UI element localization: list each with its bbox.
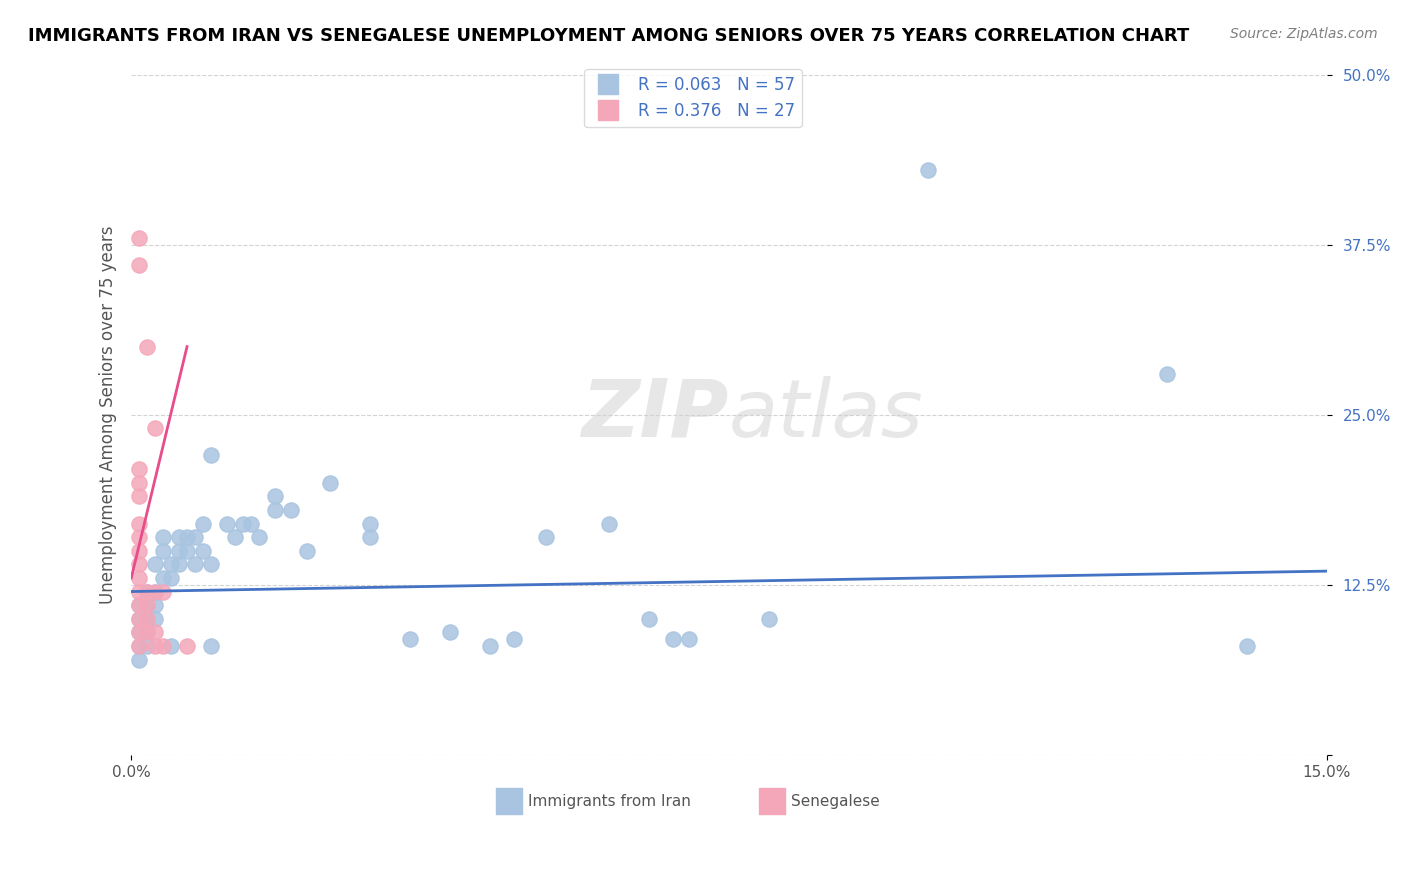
Point (128, 625, 150, 640)
Point (128, 543, 150, 558)
Point (136, 612, 159, 626)
Text: IMMIGRANTS FROM IRAN VS SENEGALESE UNEMPLOYMENT AMONG SENIORS OVER 75 YEARS CORR: IMMIGRANTS FROM IRAN VS SENEGALESE UNEMP… (28, 27, 1189, 45)
Point (128, 639, 150, 653)
Point (128, 625, 150, 640)
Point (678, 632, 700, 647)
Point (478, 639, 501, 653)
Point (167, 543, 190, 558)
Point (399, 632, 422, 647)
Text: Source: ZipAtlas.com: Source: ZipAtlas.com (1230, 27, 1378, 41)
Bar (496, 789, 522, 814)
Point (128, 231, 150, 245)
Point (200, 449, 222, 463)
Point (176, 530, 198, 544)
Point (136, 598, 159, 612)
Point (758, 612, 780, 626)
Point (359, 516, 381, 531)
Point (136, 340, 159, 354)
Point (128, 516, 150, 531)
Point (143, 584, 166, 599)
Point (136, 584, 159, 599)
Point (143, 612, 166, 626)
Point (191, 516, 214, 531)
Text: atlas: atlas (728, 376, 924, 454)
Point (200, 639, 222, 653)
Point (662, 632, 685, 647)
Point (295, 543, 318, 558)
Point (128, 475, 150, 490)
Point (176, 543, 198, 558)
Point (128, 612, 150, 626)
Point (359, 530, 381, 544)
Point (128, 462, 150, 476)
Point (176, 639, 198, 653)
Point (167, 530, 190, 544)
Point (160, 639, 183, 653)
Legend: R = 0.063   N = 57, R = 0.376   N = 27: R = 0.063 N = 57, R = 0.376 N = 27 (585, 70, 801, 127)
Bar (759, 789, 785, 814)
Point (263, 503, 285, 517)
Point (143, 598, 166, 612)
Y-axis label: Unemployment Among Seniors over 75 years: Unemployment Among Seniors over 75 years (100, 226, 117, 604)
Point (152, 530, 174, 544)
Point (917, 162, 939, 177)
Point (184, 558, 207, 572)
Point (143, 421, 166, 435)
Point (128, 489, 150, 503)
Point (152, 584, 174, 599)
Point (160, 571, 183, 585)
Point (136, 625, 159, 640)
Point (319, 475, 342, 490)
Point (232, 516, 254, 531)
Point (598, 516, 620, 531)
Point (1236, 639, 1258, 653)
Point (239, 516, 262, 531)
Point (128, 530, 150, 544)
Text: Senegalese: Senegalese (792, 794, 880, 808)
Point (128, 612, 150, 626)
Point (263, 489, 285, 503)
Point (215, 516, 238, 531)
Point (152, 639, 174, 653)
Point (128, 258, 150, 272)
Point (143, 558, 166, 572)
Point (128, 652, 150, 666)
Point (200, 558, 222, 572)
Text: ZIP: ZIP (582, 376, 728, 454)
Point (280, 503, 302, 517)
Point (128, 584, 150, 599)
Point (128, 639, 150, 653)
Point (128, 558, 150, 572)
Point (191, 543, 214, 558)
Point (152, 571, 174, 585)
Point (143, 584, 166, 599)
Point (167, 558, 190, 572)
Point (136, 612, 159, 626)
Point (143, 625, 166, 640)
Point (136, 625, 159, 640)
Point (136, 598, 159, 612)
Point (184, 530, 207, 544)
Point (534, 530, 557, 544)
Text: Immigrants from Iran: Immigrants from Iran (529, 794, 690, 808)
Point (128, 598, 150, 612)
Point (128, 571, 150, 585)
Point (502, 632, 524, 647)
Point (136, 584, 159, 599)
Point (143, 639, 166, 653)
Point (439, 625, 461, 640)
Point (638, 612, 661, 626)
Point (152, 543, 174, 558)
Point (224, 530, 246, 544)
Point (1156, 367, 1178, 381)
Point (136, 639, 159, 653)
Point (160, 558, 183, 572)
Point (128, 598, 150, 612)
Point (247, 530, 270, 544)
